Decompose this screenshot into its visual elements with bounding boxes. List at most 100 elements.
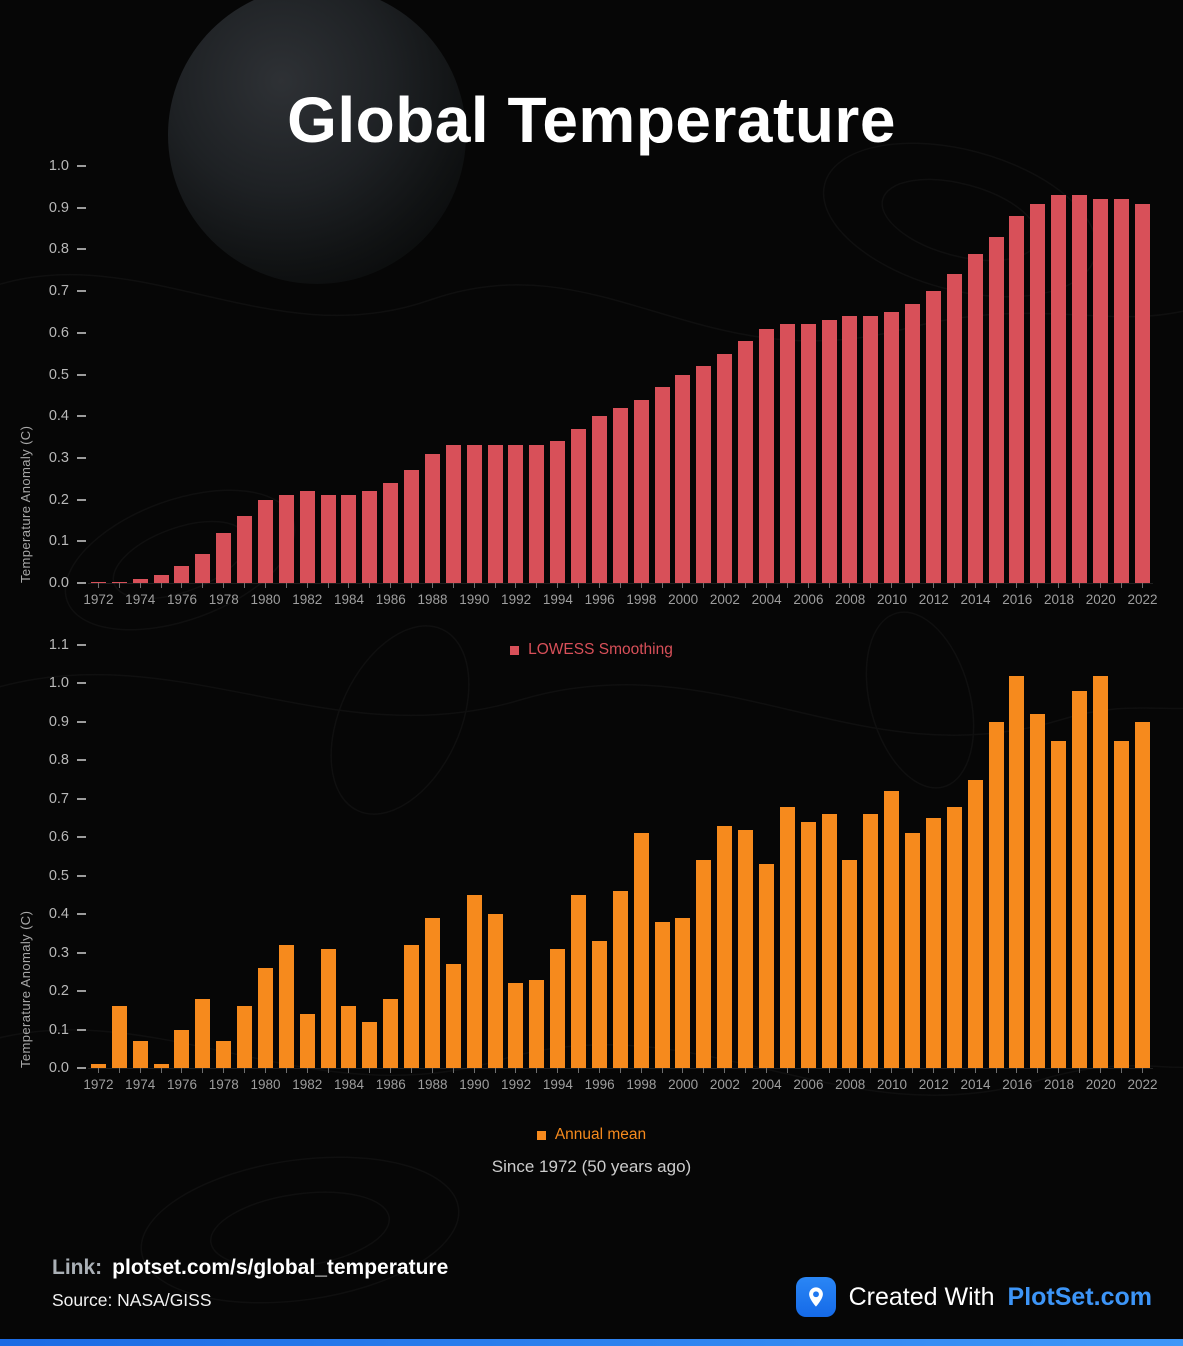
bar-2010 <box>884 311 900 583</box>
bar-1991 <box>487 914 503 1068</box>
bar-2005 <box>779 324 795 583</box>
bar-2010 <box>884 791 900 1068</box>
chart-caption: Since 1972 (50 years ago) <box>491 1157 692 1176</box>
bar-1988 <box>424 918 440 1068</box>
x-label: 1978 <box>208 592 239 607</box>
plotset-brand-link[interactable]: PlotSet.com <box>1007 1282 1152 1311</box>
legend-marker <box>510 645 520 655</box>
bar-2018 <box>1051 195 1067 583</box>
y-tick: 1.0 <box>49 158 86 174</box>
bar-2017 <box>1030 203 1046 583</box>
bar-1973 <box>111 1006 127 1068</box>
x-label: 2012 <box>918 1077 949 1092</box>
bar-1984 <box>341 1006 357 1068</box>
bar-1986 <box>383 482 399 583</box>
x-label: 1984 <box>333 1077 365 1092</box>
x-label: 2002 <box>709 592 740 607</box>
bar-2000 <box>675 374 691 583</box>
plot-area: 1972 1974 1976 1978 1980 1982 1984 1986 1988 1990… <box>83 166 1158 607</box>
x-label: 1992 <box>501 1077 532 1092</box>
legend-label: LOWESS Smoothing <box>528 641 673 658</box>
bar-2007 <box>821 814 837 1068</box>
x-label: 2006 <box>793 592 824 607</box>
bottom-accent-bar <box>0 1339 1183 1346</box>
bar-1980 <box>257 968 273 1068</box>
bar-2020 <box>1092 675 1108 1068</box>
plotset-logo-icon[interactable] <box>795 1277 836 1317</box>
bar-1982 <box>299 491 315 583</box>
bar-1997 <box>612 891 628 1068</box>
x-label: 1972 <box>83 592 114 607</box>
bar-1999 <box>654 387 670 583</box>
source-text: Source: NASA/GISS <box>52 1290 212 1310</box>
y-tick: 0.0 <box>49 1060 86 1076</box>
x-label: 1996 <box>584 592 615 607</box>
bar-2017 <box>1030 714 1046 1068</box>
x-label: 1992 <box>501 592 532 607</box>
y-tick: 0.3 <box>49 450 86 466</box>
bar-1972 <box>90 1064 106 1068</box>
x-label: 1998 <box>626 592 657 607</box>
bar-1983 <box>320 948 336 1068</box>
bar-1979 <box>237 516 253 583</box>
x-ticks <box>88 583 1153 589</box>
y-tick: 0.4 <box>49 408 86 424</box>
legend-label: Annual mean <box>554 1126 647 1143</box>
lowess-legend: LOWESS Smoothing <box>0 641 1183 659</box>
y-tick: 1.0 <box>49 675 86 691</box>
bars <box>88 645 1153 1068</box>
bar-1992 <box>508 445 524 583</box>
bar-2008 <box>842 316 858 583</box>
y-tick: 0.7 <box>49 283 86 299</box>
bar-1998 <box>633 833 649 1068</box>
bar-1990 <box>466 445 482 583</box>
bar-1996 <box>591 416 607 583</box>
annual-mean-legend: Annual mean <box>0 1126 1183 1144</box>
bar-2012 <box>925 818 941 1068</box>
x-label: 1988 <box>417 1077 448 1092</box>
bar-1985 <box>362 1021 378 1068</box>
bar-2000 <box>675 918 691 1068</box>
bar-1998 <box>633 399 649 583</box>
x-label: 2000 <box>668 592 699 607</box>
x-label: 2018 <box>1043 1077 1075 1092</box>
x-label: 1980 <box>250 592 281 607</box>
bar-2001 <box>696 366 712 583</box>
footer-left: Link: plotset.com/s/global_temperature So… <box>52 1256 448 1311</box>
x-label: 2010 <box>876 1077 907 1092</box>
bar-1997 <box>612 407 628 583</box>
x-label: 2018 <box>1043 592 1075 607</box>
bar-2015 <box>988 236 1004 583</box>
x-label: 2008 <box>835 1077 866 1092</box>
bar-2001 <box>696 860 712 1068</box>
link-url[interactable]: plotset.com/s/global_temperature <box>112 1256 449 1279</box>
bar-2018 <box>1051 741 1067 1068</box>
y-tick: 0.4 <box>49 906 86 922</box>
bar-1994 <box>550 441 566 583</box>
x-label: 2012 <box>918 592 949 607</box>
bar-1989 <box>445 445 461 583</box>
x-label: 2022 <box>1127 592 1158 607</box>
bar-2015 <box>988 721 1004 1068</box>
x-label: 1990 <box>459 592 490 607</box>
x-labels: 1972 1974 1976 1978 1980 1982 1984 1986 1988 1990… <box>83 592 1157 610</box>
bar-1996 <box>591 941 607 1068</box>
bar-1979 <box>237 1006 253 1068</box>
earth-image <box>168 0 466 284</box>
y-axis: 0.0 0.1 0.2 0.3 0.4 0.5 0.6 0.7 0.8 0.9 1.0 <box>0 158 86 591</box>
x-label: 1974 <box>125 1077 156 1092</box>
x-label: 2016 <box>1002 1077 1033 1092</box>
bar-1988 <box>424 453 440 583</box>
y-tick: 0.7 <box>49 791 86 807</box>
x-labels: 1972 1974 1976 1978 1980 1982 1984 1986 1988 1990… <box>83 1077 1157 1095</box>
bar-2002 <box>717 825 733 1068</box>
bar-1977 <box>195 998 211 1068</box>
footer-right: Created With PlotSet.com <box>795 1277 1152 1317</box>
x-label: 1974 <box>125 592 156 607</box>
bar-1981 <box>278 944 294 1068</box>
x-label: 1982 <box>292 1077 323 1092</box>
created-with-text: Created With <box>848 1282 995 1311</box>
map-pin-icon <box>808 1287 823 1307</box>
annual-mean-chart: Temperature Anomaly (C) 0.0 0.1 0.2 0.3 0.4 0… <box>0 637 1183 1092</box>
